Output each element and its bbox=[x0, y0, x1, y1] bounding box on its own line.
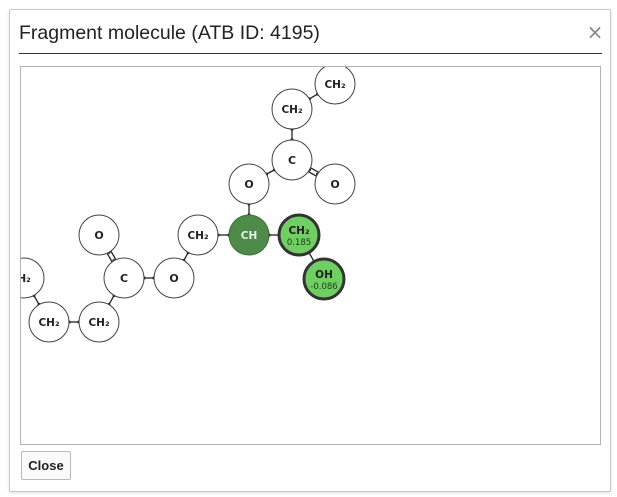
bond-a11-a15 bbox=[108, 295, 115, 305]
atom-node-a11[interactable]: C bbox=[103, 257, 145, 299]
atom-circle[interactable] bbox=[78, 301, 120, 343]
atom-label: C bbox=[120, 272, 128, 285]
bond-a11-a12-line1 bbox=[106, 253, 113, 263]
atom-label: C bbox=[288, 154, 296, 167]
atom-circle[interactable] bbox=[28, 301, 70, 343]
bond-a3-a5-line2 bbox=[308, 171, 317, 177]
fragment-molecule-dialog: Fragment molecule (ATB ID: 4195) × CH₂ CH… bbox=[9, 9, 611, 492]
atom-circle[interactable] bbox=[271, 88, 313, 130]
atom-label: CH₂ bbox=[38, 317, 59, 329]
atom-node-a13[interactable]: H₂ bbox=[21, 257, 45, 299]
atom-node-a2[interactable]: CH₂ bbox=[271, 88, 313, 130]
atom-node-a1[interactable]: CH₂ bbox=[314, 67, 356, 105]
bond-a11-a12-line2 bbox=[110, 250, 117, 260]
atom-circle[interactable] bbox=[103, 257, 145, 299]
atom-label: CH₂ bbox=[187, 230, 208, 242]
atom-label: H₂ bbox=[21, 273, 31, 285]
atom-label: O bbox=[94, 229, 103, 242]
atom-node-a12[interactable]: O bbox=[78, 214, 120, 256]
atom-node-a6[interactable]: CH bbox=[228, 214, 270, 256]
bond-a7-a8 bbox=[308, 252, 315, 262]
atom-label: O bbox=[169, 272, 178, 285]
atom-circle[interactable] bbox=[78, 214, 120, 256]
bond-a14-a13 bbox=[33, 295, 40, 305]
close-button[interactable]: Close bbox=[21, 451, 71, 480]
atom-node-a10[interactable]: O bbox=[153, 257, 195, 299]
atom-charge-label: 0.185 bbox=[287, 238, 311, 248]
atom-circle[interactable] bbox=[21, 257, 45, 299]
atom-node-a3[interactable]: C bbox=[271, 139, 313, 181]
atom-node-a15[interactable]: CH₂ bbox=[78, 301, 120, 343]
atom-label: CH bbox=[241, 230, 258, 242]
atoms-layer: CH₂CH₂COOCHCH₂0.185OH-0.086CH₂OCOH₂CH₂CH… bbox=[21, 67, 356, 343]
atom-label: CH₂ bbox=[281, 104, 302, 116]
bond-a1-a2 bbox=[308, 93, 319, 100]
atom-circle[interactable] bbox=[277, 213, 321, 257]
atom-charge-label: -0.086 bbox=[310, 282, 337, 292]
atom-label: OH bbox=[315, 269, 333, 281]
atom-node-a8[interactable]: OH-0.086 bbox=[302, 257, 346, 301]
atom-node-a4[interactable]: O bbox=[228, 163, 270, 205]
bond-a3-a5-line1 bbox=[310, 167, 319, 173]
close-icon[interactable]: × bbox=[586, 20, 604, 44]
atom-node-a9[interactable]: CH₂ bbox=[177, 214, 219, 256]
atom-node-a14[interactable]: CH₂ bbox=[28, 301, 70, 343]
atom-circle[interactable] bbox=[314, 163, 356, 205]
molecule-canvas[interactable]: CH₂CH₂COOCHCH₂0.185OH-0.086CH₂OCOH₂CH₂CH… bbox=[20, 66, 601, 445]
atom-circle[interactable] bbox=[177, 214, 219, 256]
atom-label: O bbox=[244, 178, 253, 191]
atom-node-a5[interactable]: O bbox=[314, 163, 356, 205]
title-divider bbox=[19, 53, 602, 54]
dialog-title: Fragment molecule (ATB ID: 4195) bbox=[19, 22, 320, 44]
atom-circle[interactable] bbox=[314, 67, 356, 105]
dialog-titlebar: Fragment molecule (ATB ID: 4195) × bbox=[10, 10, 610, 54]
atom-label: O bbox=[330, 178, 339, 191]
atom-circle[interactable] bbox=[228, 163, 270, 205]
atom-circle[interactable] bbox=[153, 257, 195, 299]
molecule-structure-svg[interactable]: CH₂CH₂COOCHCH₂0.185OH-0.086CH₂OCOH₂CH₂CH… bbox=[21, 67, 600, 444]
atom-label: CH₂ bbox=[288, 225, 309, 237]
atom-circle[interactable] bbox=[302, 257, 346, 301]
atom-label: CH₂ bbox=[88, 317, 109, 329]
atom-label: CH₂ bbox=[324, 79, 345, 91]
atom-circle[interactable] bbox=[228, 214, 270, 256]
atom-circle[interactable] bbox=[271, 139, 313, 181]
